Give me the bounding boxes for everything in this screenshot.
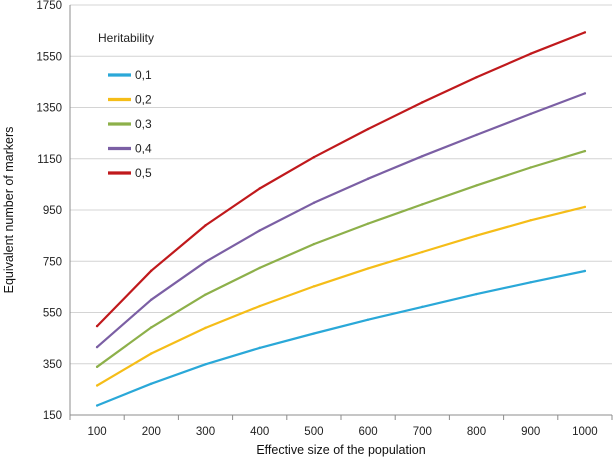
data-point — [312, 201, 316, 205]
y-tick-label: 150 — [43, 410, 62, 422]
legend-title: Heritability — [98, 31, 154, 45]
series-line-1 — [95, 269, 587, 407]
data-point — [150, 326, 153, 329]
x-tick-label: 300 — [196, 426, 215, 438]
data-point — [366, 222, 370, 225]
data-point — [258, 346, 261, 350]
data-point — [95, 345, 99, 349]
y-tick-label: 1550 — [36, 51, 62, 63]
data-point — [366, 177, 370, 180]
data-point — [475, 292, 478, 296]
series-line-2 — [95, 205, 587, 387]
y-tick-label: 750 — [43, 256, 62, 268]
data-point — [421, 154, 424, 158]
data-point — [366, 127, 370, 131]
data-point — [95, 365, 99, 369]
x-tick-label: 100 — [88, 426, 107, 438]
data-point — [421, 101, 424, 104]
data-point — [204, 363, 207, 366]
legend: Heritability 0,1 0,2 0,3 0,4 0,5 — [98, 31, 154, 180]
y-tick-label: 1350 — [36, 103, 62, 115]
series-line-5 — [95, 31, 587, 328]
data-point — [529, 52, 532, 55]
data-point — [204, 326, 207, 330]
x-tick-label: 900 — [521, 426, 540, 438]
legend-label: 0,5 — [135, 166, 152, 180]
series-line-4 — [95, 92, 587, 349]
data-point — [95, 384, 99, 387]
data-point — [583, 269, 587, 273]
data-point — [583, 149, 587, 153]
data-point — [529, 112, 532, 116]
y-axis-title: Equivalent number of markers — [2, 127, 16, 294]
axes — [69, 5, 613, 420]
series-line-3 — [95, 150, 587, 368]
data-point — [150, 298, 153, 301]
data-point — [204, 293, 207, 296]
data-point — [204, 224, 207, 227]
x-tick-label: 500 — [304, 426, 323, 438]
y-tick-label: 1750 — [36, 0, 62, 12]
data-point — [583, 31, 587, 34]
data-point — [312, 285, 316, 288]
data-point — [258, 304, 261, 308]
data-point — [312, 332, 316, 335]
x-tick-label: 800 — [467, 426, 486, 438]
data-point — [258, 229, 261, 232]
data-point — [95, 404, 99, 407]
data-point — [475, 234, 478, 237]
y-tick-label: 350 — [43, 359, 62, 371]
data-point — [421, 250, 424, 254]
data-point — [312, 242, 316, 246]
data-point — [529, 281, 532, 284]
y-tick-label: 550 — [43, 308, 62, 320]
legend-label: 0,1 — [135, 68, 152, 82]
data-point — [312, 156, 316, 159]
x-tick-label: 200 — [142, 426, 161, 438]
legend-label: 0,3 — [135, 117, 152, 131]
legend-label: 0,4 — [135, 142, 152, 156]
x-axis-title: Effective size of the population — [256, 443, 425, 457]
x-tick-label: 700 — [413, 426, 432, 438]
data-point — [95, 324, 99, 328]
data-point — [529, 166, 532, 169]
series-lines — [95, 31, 587, 407]
data-point — [150, 382, 153, 385]
tick-labels: 150 350 550 750 950 1150 1350 1550 1750 100 200 300… — [36, 0, 597, 438]
y-tick-label: 1150 — [37, 154, 62, 166]
gridlines — [70, 4, 612, 416]
x-tick-label: 1000 — [572, 426, 598, 438]
data-point — [258, 266, 261, 270]
data-point — [204, 260, 207, 263]
data-point — [366, 318, 370, 321]
x-tick-label: 400 — [250, 426, 269, 438]
x-tick-label: 600 — [359, 426, 378, 438]
legend-label: 0,2 — [135, 93, 152, 107]
data-point — [258, 187, 261, 190]
data-point — [150, 269, 153, 272]
data-point — [583, 92, 587, 95]
data-point — [150, 352, 153, 355]
data-point — [529, 219, 532, 222]
data-point — [421, 203, 424, 206]
data-point — [421, 305, 424, 309]
data-point — [583, 205, 587, 209]
y-tick-label: 950 — [43, 205, 62, 217]
data-point — [366, 267, 370, 270]
data-point — [475, 184, 478, 187]
data-point — [475, 133, 478, 137]
data-point — [475, 76, 478, 79]
